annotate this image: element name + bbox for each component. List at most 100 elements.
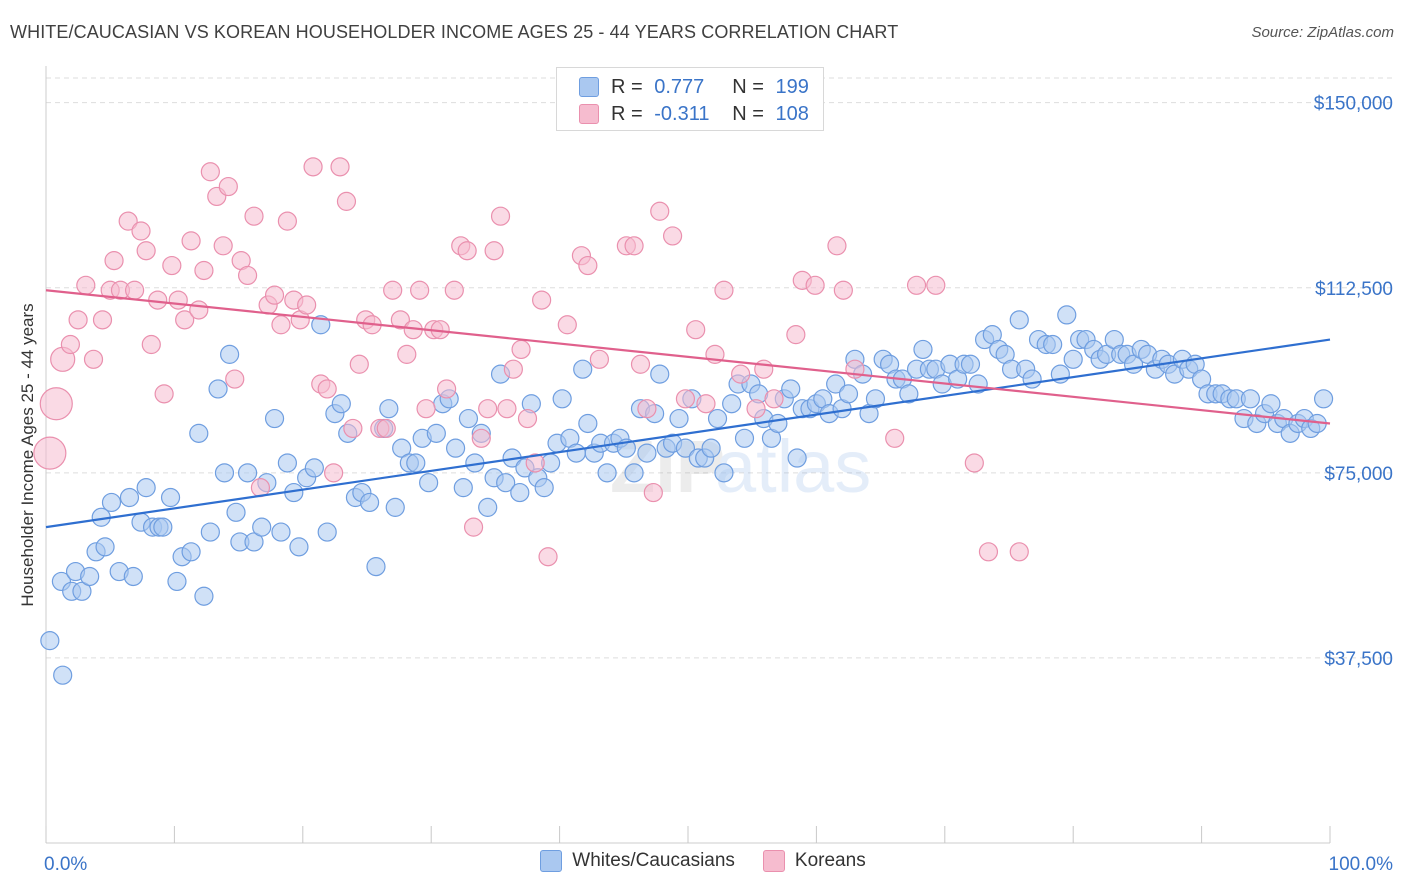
point-whites [406,453,426,473]
legend-n-label: N = [732,102,764,125]
point-whites [189,423,209,443]
point-whites [637,443,657,463]
legend-r-value: 0.777 [654,75,705,98]
point-koreans [225,369,245,389]
tick-labels: $37,500 $75,000 $112,500 $150,000 0.0% 100.0% [44,94,1393,875]
point-koreans [643,482,663,503]
point-whites [366,557,386,577]
point-whites [194,586,214,606]
point-whites [101,492,122,513]
legend-label-koreans: Koreans [794,850,866,871]
point-whites [264,408,285,429]
stats-legend: R = 0.777 N = 199 R = -0.311 N = 108 [556,67,824,131]
point-koreans [517,408,538,429]
point-whites [95,537,115,557]
point-koreans [317,379,337,399]
point-whites [379,399,399,419]
point-whites [214,463,235,483]
point-whites [53,665,73,685]
point-whites [650,364,670,384]
point-koreans [324,463,344,483]
point-koreans [662,226,683,246]
point-whites [913,339,933,360]
point-whites [160,487,181,508]
point-koreans [383,280,403,300]
point-koreans [630,354,651,374]
trend-lines [45,289,1331,529]
y-axis-label: Householder Income Ages 25 - 44 years [18,303,37,607]
point-koreans [827,236,847,256]
legend-item-koreans[interactable]: Koreans [762,850,866,872]
point-whites [244,532,264,552]
point-koreans [650,201,670,221]
point-koreans [589,349,610,369]
point-whites [768,413,788,434]
point-whites [722,394,742,414]
point-koreans [244,206,264,226]
point-whites [597,463,617,483]
point-whites [1261,394,1281,414]
point-whites [271,522,291,542]
point-whites [123,566,143,587]
point-koreans [463,517,484,537]
legend-row-whites: R = 0.777 N = 199 [579,75,809,99]
x-tick-label: 0.0% [44,854,87,875]
legend-swatch-blue [540,850,563,872]
point-koreans [303,157,323,177]
point-koreans [624,236,644,256]
point-koreans [511,339,531,360]
point-whites [426,423,446,443]
legend-row-koreans: R = -0.311 N = 108 [579,102,809,126]
point-koreans [181,231,201,251]
point-whites [838,384,859,404]
x-tick-label: 100.0% [1329,854,1394,875]
point-koreans [926,275,946,295]
point-koreans [696,394,716,414]
point-koreans [525,453,545,473]
point-koreans [118,211,138,231]
point-koreans [92,310,113,330]
point-whites [701,438,721,458]
point-whites [865,389,886,409]
point-koreans [271,315,291,335]
point-koreans [33,436,67,470]
point-whites [237,463,258,483]
point-whites [781,379,801,399]
trend-line-whites [45,338,1331,529]
point-whites [200,522,220,542]
point-koreans [237,265,258,286]
point-koreans [141,334,161,355]
point-koreans [349,354,369,374]
point-whites [899,384,919,404]
point-koreans [484,241,504,261]
point-whites [573,359,593,379]
point-whites [220,344,240,364]
point-whites [1009,310,1029,330]
point-koreans [538,547,558,567]
point-whites [1057,305,1077,325]
point-whites [317,522,337,542]
point-whites [458,408,479,429]
point-whites [181,542,201,562]
point-koreans [906,275,927,295]
point-koreans [714,280,734,300]
point-whites [359,492,380,513]
point-koreans [124,280,145,300]
legend-item-whites[interactable]: Whites/Caucasians [540,850,735,872]
y-tick-label: $75,000 [1324,464,1393,485]
legend-r-label: R = [611,102,643,125]
trend-line-koreans [45,289,1331,425]
point-koreans [189,300,209,320]
point-koreans [416,399,436,419]
point-koreans [131,221,151,241]
point-whites [289,537,309,557]
point-koreans [964,453,984,473]
point-koreans [68,310,88,330]
point-whites [707,408,728,429]
point-whites [1063,349,1083,369]
point-koreans [457,241,477,261]
legend-n-value: 108 [775,102,809,125]
point-koreans [786,325,806,345]
point-whites [1240,389,1260,409]
point-whites [419,473,439,493]
